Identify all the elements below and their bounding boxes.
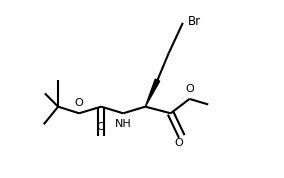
Text: Br: Br	[188, 15, 201, 28]
Text: O: O	[185, 84, 194, 94]
Polygon shape	[145, 79, 160, 107]
Text: O: O	[75, 98, 83, 108]
Text: O: O	[175, 138, 183, 148]
Text: O: O	[97, 122, 106, 132]
Text: NH: NH	[115, 119, 131, 129]
